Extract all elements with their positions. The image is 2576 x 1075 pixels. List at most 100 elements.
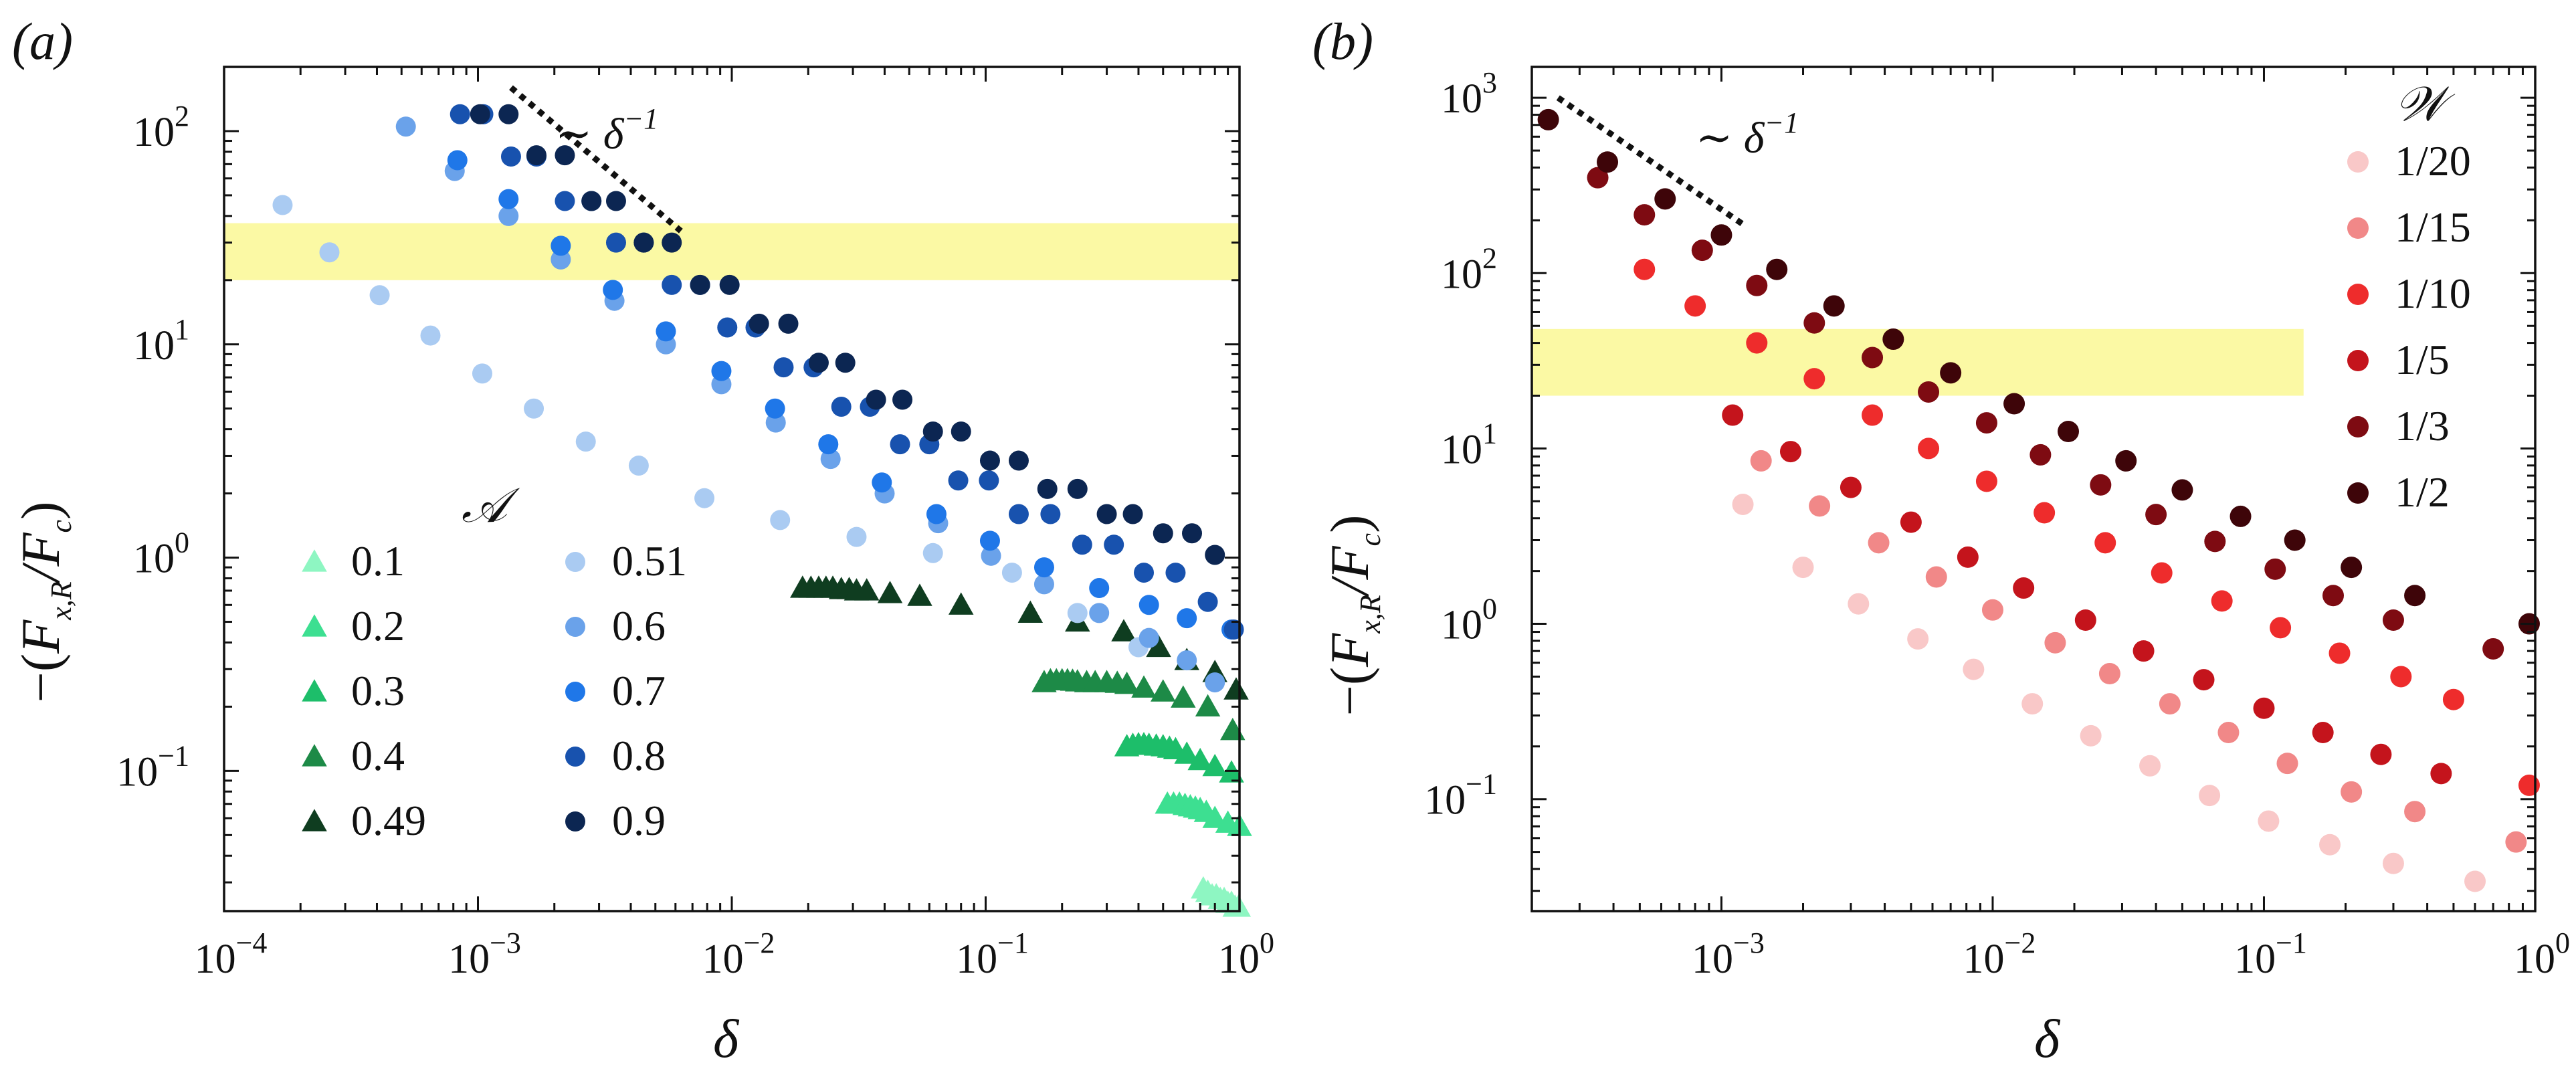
data-point — [854, 578, 880, 601]
data-point — [979, 450, 1000, 471]
data-point — [1918, 437, 1940, 460]
data-point — [2211, 590, 2233, 612]
data-point — [1122, 504, 1143, 524]
panel-a-label: (a) — [12, 12, 73, 70]
data-point — [1153, 523, 1173, 544]
legend-marker — [2347, 350, 2369, 371]
series-0.9 — [470, 104, 1225, 565]
reference-line-label: ∼ δ−1 — [1696, 106, 1799, 163]
data-point — [1862, 404, 1884, 426]
legend-label: 1/2 — [2395, 468, 2450, 516]
legend-marker — [565, 682, 585, 702]
series-1-20 — [1732, 493, 2486, 892]
data-point — [2505, 831, 2527, 853]
data-point — [694, 488, 715, 508]
legend-label: 1/20 — [2395, 137, 2471, 185]
data-point — [470, 104, 490, 124]
data-point — [2404, 585, 2426, 607]
legend-marker — [565, 747, 585, 767]
data-point — [498, 189, 519, 209]
data-point — [2518, 774, 2540, 796]
legend-item: 0.7 — [565, 667, 666, 714]
data-point — [690, 274, 710, 295]
data-point — [2270, 617, 2292, 639]
x-tick-label: 10−2 — [702, 926, 775, 982]
data-point — [1195, 694, 1221, 717]
data-point — [1975, 412, 1997, 434]
data-point — [395, 116, 416, 137]
legend-label: 1/15 — [2395, 203, 2471, 251]
data-point — [1900, 511, 1922, 533]
data-point — [450, 104, 470, 124]
data-point — [662, 274, 682, 295]
data-point — [1654, 188, 1676, 210]
data-point — [2151, 562, 2173, 584]
data-point — [1138, 595, 1159, 615]
legend-marker — [2347, 284, 2369, 305]
data-point — [1131, 675, 1157, 698]
data-point — [1017, 600, 1044, 623]
legend-label: 0.49 — [351, 797, 426, 844]
data-point — [1862, 347, 1884, 369]
data-point — [2382, 852, 2404, 874]
data-point — [2230, 505, 2252, 527]
data-point — [2080, 724, 2102, 747]
series-1-2 — [1537, 108, 2540, 635]
legend-marker — [302, 614, 327, 637]
data-point — [1868, 532, 1890, 554]
legend-marker — [302, 549, 327, 572]
data-point — [846, 526, 867, 547]
series-0.3 — [1114, 732, 1244, 783]
data-point — [2044, 631, 2066, 654]
data-point — [831, 396, 852, 417]
data-point — [1177, 650, 1197, 671]
data-point — [1072, 534, 1092, 555]
data-point — [1537, 108, 1559, 130]
data-point — [770, 510, 791, 530]
data-point — [2139, 755, 2161, 777]
data-point — [420, 325, 441, 346]
data-point — [1205, 545, 1225, 565]
panel-b-label: (b) — [1312, 12, 1373, 70]
data-point — [926, 504, 947, 524]
data-point — [575, 431, 596, 452]
panel-a: (a) 10−4 10−3 10−2 10−1 100 10−1 100 101 102 ∼ δ… — [10, 12, 1274, 1069]
legend-item: 0.6 — [565, 602, 666, 650]
data-point — [1746, 332, 1768, 354]
series-1-10 — [1633, 258, 2540, 796]
data-point — [2341, 557, 2363, 579]
data-point — [835, 353, 856, 373]
legend-label: 0.6 — [612, 602, 666, 650]
data-point — [500, 146, 521, 167]
data-point — [1165, 563, 1186, 583]
plot-frame — [1530, 66, 2537, 912]
legend-label: 1/10 — [2395, 270, 2471, 317]
data-point — [2482, 638, 2504, 660]
data-point — [628, 456, 649, 476]
data-point — [1033, 574, 1054, 595]
legend-title: 𝒜 — [462, 479, 520, 532]
data-point — [524, 398, 544, 419]
legend-item: 0.4 — [302, 732, 405, 779]
data-point — [1067, 478, 1088, 499]
data-point — [272, 195, 293, 215]
data-point — [1202, 753, 1227, 777]
series-1-3 — [1587, 167, 2504, 660]
y-tick-label: 101 — [1441, 417, 1497, 472]
data-point — [1111, 619, 1136, 642]
data-point — [1766, 258, 1788, 280]
data-point — [1008, 504, 1029, 524]
y-tick-label: 102 — [133, 100, 189, 155]
data-point — [1803, 368, 1825, 390]
y-tick-label: 100 — [133, 526, 189, 582]
series-1-5 — [1722, 404, 2452, 785]
data-point — [1134, 563, 1155, 583]
y-axis-title: −(Fx,R/Fc) — [1319, 515, 1387, 716]
data-point — [981, 545, 1001, 566]
data-point — [2058, 421, 2080, 443]
data-point — [1684, 295, 1706, 317]
legend-label: 0.1 — [351, 537, 405, 585]
data-point — [1957, 546, 1979, 568]
legend-label: 0.51 — [612, 537, 687, 585]
